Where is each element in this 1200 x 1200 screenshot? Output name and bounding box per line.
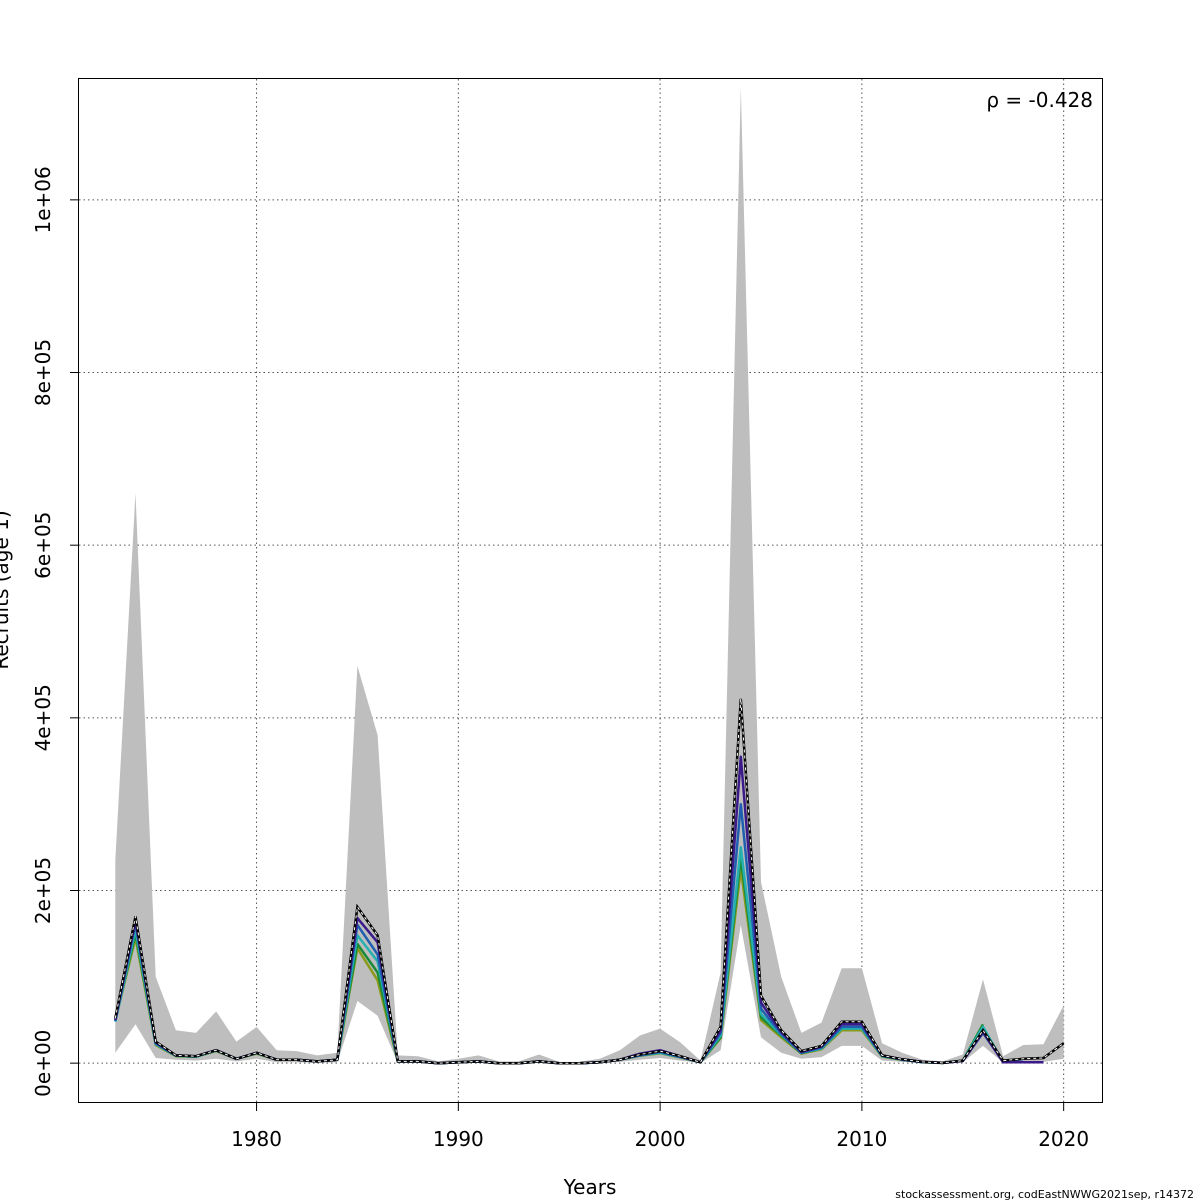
y-tick-label: 2e+05 <box>31 857 55 924</box>
plot-frame <box>78 78 1103 1103</box>
x-tick-label: 1980 <box>231 1127 282 1151</box>
y-axis-title: Recruits (age 1) <box>0 510 13 669</box>
retro-peel-line <box>114 802 1024 1065</box>
confidence-band <box>115 87 1064 1064</box>
main-estimate-dash <box>114 698 1064 1064</box>
rho-annotation: ρ = -0.428 <box>986 88 1093 112</box>
x-axis-title: Years <box>563 1175 617 1199</box>
x-tick-label: 2000 <box>635 1127 686 1151</box>
main-estimate-line <box>114 698 1065 1065</box>
y-tick-label: 1e+06 <box>31 166 55 233</box>
grid <box>79 79 1102 1102</box>
y-tick-label: 6e+05 <box>31 512 55 579</box>
x-axis: 1980 1990 2000 2010 2020 <box>231 1102 1089 1151</box>
y-tick-label: 8e+05 <box>31 339 55 406</box>
x-tick-label: 2010 <box>836 1127 887 1151</box>
y-axis: 0e+00 2e+05 4e+05 6e+05 8e+05 1e+06 <box>31 166 79 1097</box>
series-lines <box>114 698 1065 1065</box>
retro-peel-line <box>114 755 1044 1065</box>
y-tick-label: 0e+00 <box>31 1030 55 1097</box>
y-tick-label: 4e+05 <box>31 684 55 751</box>
x-tick-label: 1990 <box>433 1127 484 1151</box>
footer-credit: stockassessment.org, codEastNWWG2021sep,… <box>895 1188 1194 1200</box>
x-tick-label: 2020 <box>1038 1127 1089 1151</box>
